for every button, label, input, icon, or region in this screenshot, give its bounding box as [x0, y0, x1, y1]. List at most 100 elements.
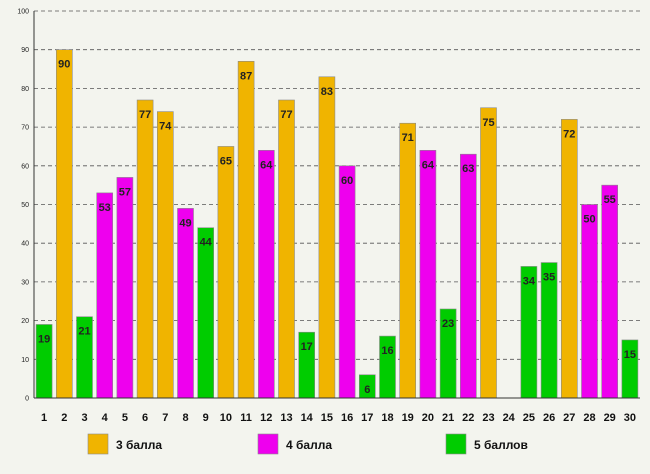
data-label: 49	[179, 217, 191, 229]
data-label: 16	[381, 345, 393, 357]
x-tick-label: 1	[41, 412, 47, 424]
legend-swatch	[257, 433, 279, 455]
data-label: 50	[583, 214, 595, 226]
bar	[338, 165, 356, 399]
x-tick-label: 22	[462, 412, 474, 424]
bar	[419, 150, 437, 399]
x-tick-label: 8	[182, 412, 188, 424]
x-tick-label: 15	[321, 412, 333, 424]
data-label: 44	[200, 237, 213, 249]
bar	[257, 150, 275, 399]
bar	[96, 192, 113, 399]
x-tick-label: 7	[162, 412, 168, 424]
data-label: 34	[523, 275, 536, 287]
x-tick-label: 9	[203, 412, 209, 424]
x-tick-label: 18	[381, 412, 393, 424]
x-tick-label: 10	[220, 412, 232, 424]
bar	[581, 204, 598, 399]
x-tick-label: 19	[402, 412, 414, 424]
x-tick-label: 11	[240, 412, 252, 424]
x-tick-label: 17	[361, 412, 373, 424]
x-tick-label: 4	[102, 412, 109, 424]
data-label: 90	[58, 59, 70, 71]
legend-label: 3 балла	[116, 438, 162, 452]
bar	[278, 99, 295, 399]
data-label: 75	[482, 117, 494, 129]
data-labels: 19 90 21 53 57 77 74 49 44 65 87 64 77 17 83 60 6 16 71 64 2…	[38, 59, 636, 396]
data-label: 21	[78, 326, 90, 338]
y-tick-label: 0	[25, 396, 29, 403]
y-tick-label: 40	[21, 241, 29, 248]
x-tick-label: 26	[543, 412, 555, 424]
y-tick-label: 70	[21, 125, 29, 132]
legend: 3 балла 4 балла 5 баллов	[87, 433, 528, 455]
data-label: 17	[301, 341, 313, 353]
y-tick-label: 30	[21, 279, 29, 286]
data-label: 72	[563, 128, 575, 140]
data-label: 35	[543, 272, 555, 284]
data-label: 64	[422, 159, 435, 171]
x-tick-label: 12	[260, 412, 272, 424]
y-tick-label: 100	[17, 9, 29, 16]
x-tick-label: 25	[523, 412, 535, 424]
bar	[177, 208, 194, 399]
x-tick-label: 27	[563, 412, 575, 424]
bar	[237, 61, 255, 399]
bar	[560, 119, 578, 399]
legend-label: 4 балла	[286, 438, 332, 452]
bar	[116, 177, 134, 399]
data-label: 60	[341, 175, 353, 187]
data-label: 19	[38, 333, 50, 345]
legend-swatch	[445, 433, 467, 455]
bars	[35, 49, 639, 399]
y-tick-label: 80	[21, 86, 29, 93]
bar	[197, 227, 214, 399]
x-tick-label: 16	[341, 412, 353, 424]
bar	[157, 111, 174, 399]
x-tick-label: 14	[301, 412, 314, 424]
bar	[399, 122, 417, 399]
y-tick-label: 90	[21, 47, 29, 54]
bar	[217, 146, 235, 399]
x-tick-label: 29	[604, 412, 616, 424]
data-label: 65	[220, 155, 232, 167]
y-tick-label: 20	[21, 318, 29, 325]
data-label: 63	[462, 163, 474, 175]
x-tick-label: 30	[624, 412, 636, 424]
bar	[318, 76, 336, 399]
x-tick-label: 24	[503, 412, 516, 424]
x-tick-label: 13	[280, 412, 292, 424]
x-tick-label: 28	[583, 412, 595, 424]
data-label: 87	[240, 70, 252, 82]
y-tick-label: 50	[21, 202, 29, 209]
data-label: 83	[321, 86, 333, 98]
data-label: 55	[604, 194, 616, 206]
gridlines	[34, 10, 640, 360]
data-label: 77	[139, 109, 151, 121]
legend-swatch	[87, 433, 109, 455]
bar	[480, 107, 497, 399]
x-tick-label: 6	[142, 412, 148, 424]
data-label: 57	[119, 186, 131, 198]
y-tick-label: 10	[21, 357, 29, 364]
x-tick-label: 2	[61, 412, 67, 424]
data-label: 64	[260, 159, 273, 171]
x-tick-label: 20	[422, 412, 434, 424]
x-tick-label: 23	[482, 412, 494, 424]
legend-label: 5 баллов	[474, 438, 528, 452]
bar	[136, 99, 154, 399]
bar	[55, 49, 73, 399]
y-tick-label: 60	[21, 163, 29, 170]
x-tick-label: 21	[442, 412, 454, 424]
x-tick-label: 5	[122, 412, 128, 424]
data-label: 23	[442, 318, 454, 330]
data-label: 71	[402, 132, 414, 144]
data-label: 77	[280, 109, 292, 121]
data-label: 74	[159, 121, 172, 133]
bar	[601, 184, 619, 399]
data-label: 6	[364, 384, 370, 396]
bar	[459, 153, 477, 399]
